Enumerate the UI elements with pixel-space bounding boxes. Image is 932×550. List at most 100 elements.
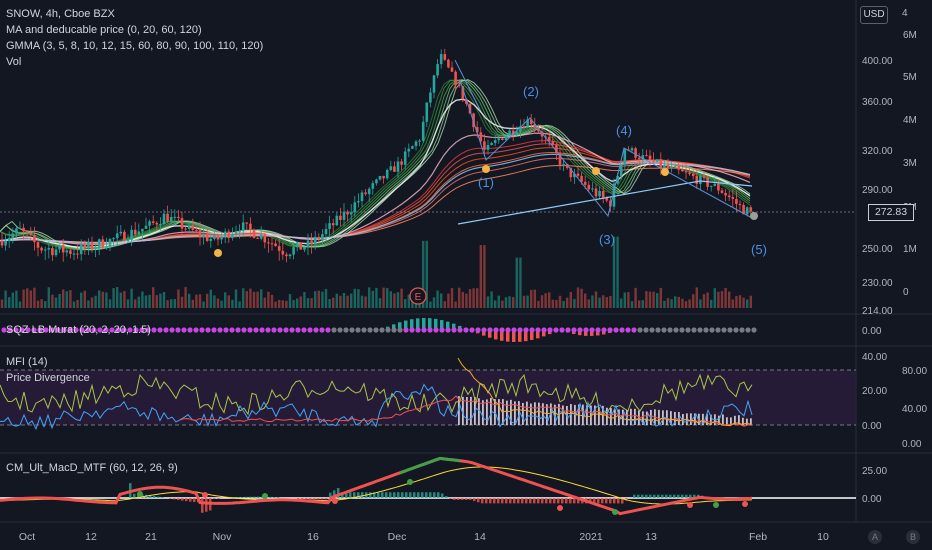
macd-histogram-bar bbox=[529, 498, 532, 504]
volume-bar bbox=[69, 290, 72, 308]
divergence-bar bbox=[562, 405, 564, 425]
sqz-dot bbox=[379, 327, 385, 333]
divergence-bar bbox=[598, 407, 600, 425]
candle-body bbox=[223, 231, 227, 237]
volume-bar bbox=[432, 297, 436, 308]
volume-bar bbox=[213, 295, 216, 308]
volume-bar bbox=[382, 287, 385, 308]
macd-histogram-bar bbox=[597, 498, 600, 504]
volume-bar bbox=[328, 299, 331, 308]
macd-indicator-label[interactable]: CM_Ult_MacD_MTF (60, 12, 26, 9) bbox=[6, 462, 178, 474]
volume-bar bbox=[501, 300, 504, 308]
macd-histogram-bar bbox=[253, 496, 256, 498]
sqz-dot bbox=[139, 327, 145, 333]
volume-tick-label: 4M bbox=[903, 115, 917, 126]
vol-indicator-label[interactable]: Vol bbox=[6, 56, 22, 68]
candle-body bbox=[537, 127, 540, 132]
ma-indicator-label[interactable]: MA and deducable price (0, 20, 60, 120) bbox=[6, 24, 202, 36]
divergence-bar bbox=[478, 398, 480, 425]
candle-body bbox=[551, 141, 555, 146]
macd-histogram-bar bbox=[177, 498, 180, 501]
volume-bar bbox=[602, 295, 605, 308]
mfi-indicator-label[interactable]: MFI (14) bbox=[6, 356, 48, 368]
macd-histogram-bar bbox=[373, 492, 376, 498]
currency-button[interactable]: USD bbox=[860, 6, 888, 24]
sqz-dot bbox=[553, 327, 559, 333]
divergence-bar bbox=[514, 401, 516, 425]
candle-body bbox=[421, 121, 425, 141]
sqz-dot bbox=[343, 327, 349, 333]
volume-bar bbox=[512, 297, 515, 308]
candle-body bbox=[213, 235, 216, 239]
candle-body bbox=[148, 221, 151, 226]
sqz-dot bbox=[463, 327, 469, 333]
macd-histogram-bar bbox=[193, 498, 196, 502]
macd-histogram-bar bbox=[661, 494, 664, 498]
volume-bar bbox=[533, 289, 536, 308]
candle-body bbox=[641, 155, 645, 160]
volume-bar bbox=[728, 291, 731, 308]
volume-bar bbox=[515, 257, 518, 308]
macd-histogram-bar bbox=[493, 498, 496, 504]
volume-bar bbox=[627, 292, 630, 308]
candle-body bbox=[79, 244, 83, 255]
sqz-histogram-bar bbox=[542, 330, 546, 337]
candle-body bbox=[634, 148, 637, 158]
sqz-indicator-label[interactable]: SQZ LB Murat (20, 2, 20, 1.5) bbox=[6, 324, 151, 336]
sqz-dot bbox=[739, 327, 745, 333]
macd-histogram-bar bbox=[649, 494, 652, 498]
sqz-dot bbox=[301, 327, 307, 333]
divergence-bar bbox=[702, 413, 704, 425]
sqz-dot bbox=[457, 327, 463, 333]
sqz-dot bbox=[571, 327, 577, 333]
candle-body bbox=[364, 192, 367, 195]
macd-histogram-bar bbox=[393, 492, 396, 498]
volume-bar bbox=[350, 293, 353, 308]
macd-histogram-bar bbox=[141, 494, 144, 498]
candle-body bbox=[346, 211, 349, 215]
sqz-dot bbox=[163, 327, 169, 333]
volume-bar bbox=[620, 298, 623, 308]
volume-bar bbox=[148, 294, 151, 308]
macd-histogram-bar bbox=[133, 493, 136, 498]
volume-bar bbox=[198, 294, 202, 308]
macd-histogram-bar bbox=[161, 497, 164, 498]
macd-histogram-bar bbox=[513, 498, 516, 504]
candle-body bbox=[216, 235, 220, 240]
volume-bar bbox=[735, 296, 738, 308]
divergence-bar bbox=[642, 411, 644, 425]
sqz-dot bbox=[577, 327, 583, 333]
candle-body bbox=[166, 213, 169, 222]
sqz-dot bbox=[697, 327, 703, 333]
sqz-dot bbox=[259, 327, 265, 333]
macd-histogram-bar bbox=[309, 498, 312, 500]
macd-histogram-bar bbox=[305, 498, 308, 500]
candle-body bbox=[335, 215, 339, 226]
macd-histogram-bar bbox=[201, 498, 204, 513]
auto-scale-button[interactable]: A bbox=[868, 530, 882, 544]
divergence-signal-line bbox=[179, 395, 753, 427]
log-scale-button[interactable]: B bbox=[906, 530, 920, 544]
candle-body bbox=[220, 236, 223, 240]
volume-bar bbox=[386, 288, 389, 308]
volume-bar bbox=[713, 288, 716, 308]
time-tick-label: 12 bbox=[85, 531, 97, 543]
candle-body bbox=[0, 240, 4, 246]
macd-histogram-bar bbox=[181, 498, 184, 501]
macd-histogram-bar bbox=[489, 498, 492, 504]
sqz-dot bbox=[373, 327, 379, 333]
candle-body bbox=[720, 190, 724, 193]
gmma-indicator-label[interactable]: GMMA (3, 5, 8, 10, 12, 15, 60, 80, 90, 1… bbox=[6, 40, 264, 52]
candle-body bbox=[742, 204, 745, 215]
candle-body bbox=[385, 169, 389, 179]
macd-histogram-bar bbox=[249, 496, 252, 498]
volume-bar bbox=[317, 290, 320, 308]
divergence-bar bbox=[678, 412, 680, 425]
volume-bar bbox=[378, 298, 382, 308]
macd-cross-dot bbox=[612, 509, 618, 515]
macd-tick: 0.00 bbox=[862, 494, 882, 505]
wave-label: (3) bbox=[599, 232, 615, 247]
price-divergence-label[interactable]: Price Divergence bbox=[6, 372, 90, 384]
macd-line bbox=[0, 456, 753, 516]
